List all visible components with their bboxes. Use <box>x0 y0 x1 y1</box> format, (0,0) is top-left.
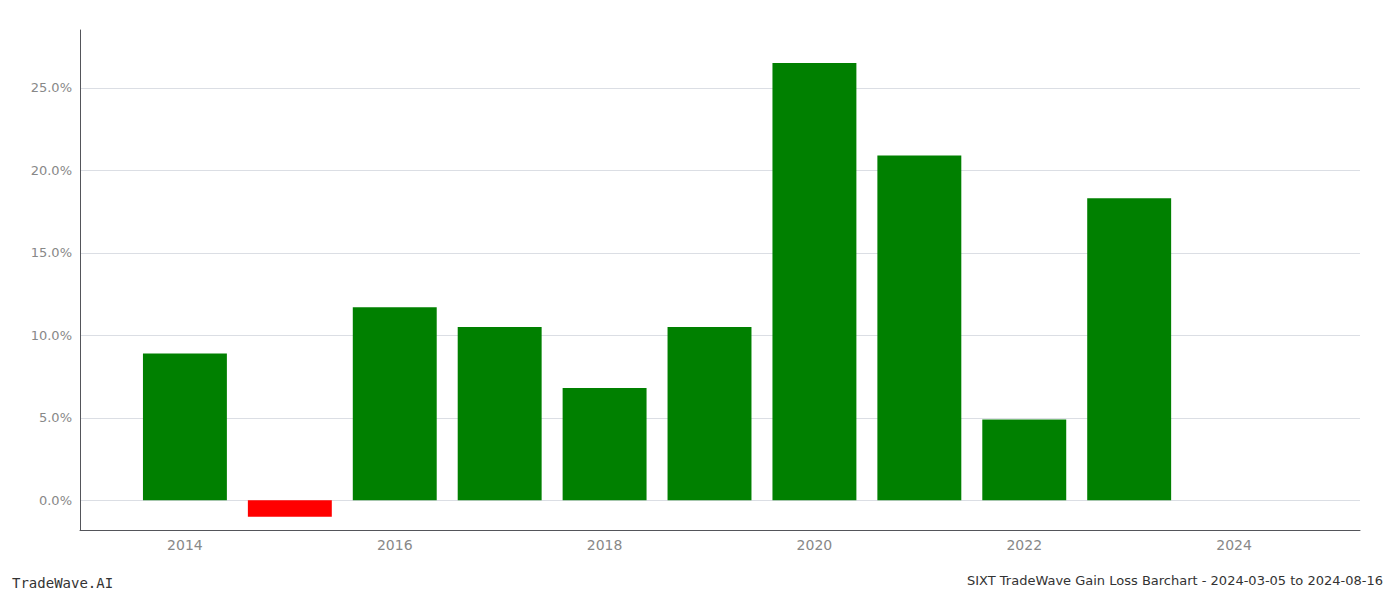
svg-text:15.0%: 15.0% <box>31 245 72 260</box>
svg-text:2020: 2020 <box>797 537 833 553</box>
svg-text:2014: 2014 <box>167 537 203 553</box>
svg-text:5.0%: 5.0% <box>39 410 72 425</box>
svg-text:20.0%: 20.0% <box>31 163 72 178</box>
svg-text:0.0%: 0.0% <box>39 493 72 508</box>
svg-text:25.0%: 25.0% <box>31 80 72 95</box>
svg-text:TradeWave.AI: TradeWave.AI <box>12 575 113 591</box>
svg-text:2022: 2022 <box>1006 537 1042 553</box>
svg-text:2016: 2016 <box>377 537 413 553</box>
svg-text:10.0%: 10.0% <box>31 328 72 343</box>
svg-text:2024: 2024 <box>1216 537 1252 553</box>
svg-text:2018: 2018 <box>587 537 623 553</box>
svg-text:SIXT TradeWave Gain Loss Barch: SIXT TradeWave Gain Loss Barchart - 2024… <box>967 573 1383 588</box>
